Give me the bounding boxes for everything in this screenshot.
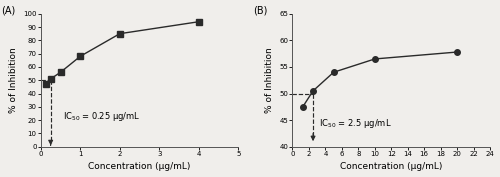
Text: (B): (B) bbox=[253, 6, 268, 16]
X-axis label: Concentration (μg/mL): Concentration (μg/mL) bbox=[340, 162, 442, 172]
Text: IC$_{50}$ = 2.5 μg/mL: IC$_{50}$ = 2.5 μg/mL bbox=[319, 117, 392, 130]
Y-axis label: % of Inhibition: % of Inhibition bbox=[8, 47, 18, 113]
Text: (A): (A) bbox=[2, 6, 16, 16]
Y-axis label: % of Inhibition: % of Inhibition bbox=[264, 47, 274, 113]
X-axis label: Concentration (μg/mL): Concentration (μg/mL) bbox=[88, 162, 191, 172]
Text: IC$_{50}$ = 0.25 μg/mL: IC$_{50}$ = 0.25 μg/mL bbox=[62, 110, 140, 123]
